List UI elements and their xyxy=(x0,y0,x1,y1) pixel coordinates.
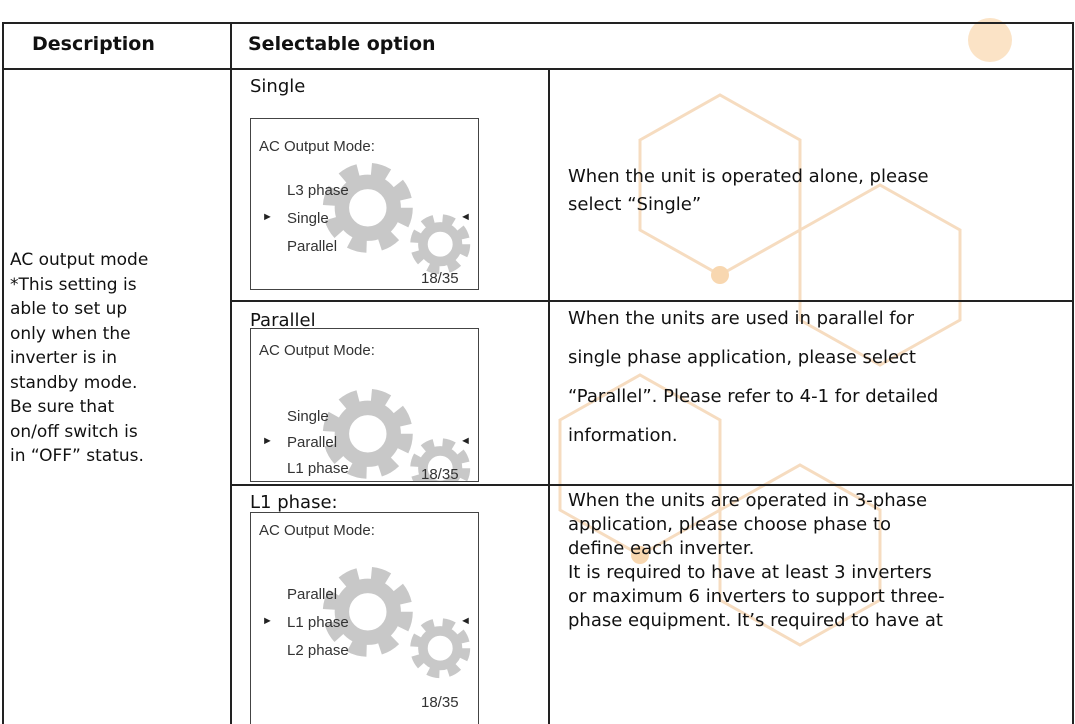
screen-item: Single xyxy=(287,210,329,227)
gear-icon xyxy=(322,388,413,479)
lcd-screen: AC Output Mode: L3 phase Single Parallel ► ◄ 1… xyxy=(250,118,479,290)
border xyxy=(2,22,1073,24)
selector-arrow: ◄ xyxy=(460,211,471,223)
selector-arrow: ► xyxy=(262,435,273,447)
description-line: on/off switch is xyxy=(10,421,138,442)
header-cell: Selectable option xyxy=(248,33,436,55)
option-description: When the unit is operated alone, please xyxy=(568,166,929,187)
header-cell: Description xyxy=(32,33,155,55)
option-label: Parallel xyxy=(250,310,316,331)
border xyxy=(1072,22,1074,724)
screen-item: L3 phase xyxy=(287,182,349,199)
description-line: standby mode. xyxy=(10,372,138,393)
border xyxy=(2,68,1073,70)
selector-arrow: ► xyxy=(262,211,273,223)
option-label: L1 phase: xyxy=(250,492,338,513)
border xyxy=(2,22,4,724)
option-description: When the units are used in parallel for xyxy=(568,308,915,329)
gear-icon xyxy=(410,618,471,679)
option-description: application, please choose phase to xyxy=(568,514,892,535)
screen-page: 18/35 xyxy=(421,270,459,287)
option-description: “Parallel”. Please refer to 4-1 for deta… xyxy=(568,386,939,407)
screen-page: 18/35 xyxy=(421,694,459,711)
lcd-screen: AC Output Mode: Single Parallel L1 phase ► ◄ 1… xyxy=(250,328,479,482)
screen-title: AC Output Mode: xyxy=(259,138,375,155)
screen-item: L1 phase xyxy=(287,614,349,631)
option-description: select “Single” xyxy=(568,194,702,215)
border xyxy=(548,68,550,724)
option-description: single phase application, please select xyxy=(568,347,916,368)
option-description: When the units are operated in 3-phase xyxy=(568,490,928,511)
border xyxy=(230,300,1073,302)
description-line: AC output mode xyxy=(10,250,149,270)
option-label: Single xyxy=(250,76,306,97)
screen-item: Parallel xyxy=(287,238,338,255)
screen-item: L1 phase xyxy=(287,460,349,477)
description-line: inverter is in xyxy=(10,348,118,368)
border xyxy=(230,484,1073,486)
selector-arrow: ◄ xyxy=(460,615,471,627)
gear-icon xyxy=(322,162,413,253)
description-line: Be sure that xyxy=(10,397,115,417)
description-line: only when the xyxy=(10,323,131,344)
lcd-screen: AC Output Mode: Parallel L1 phase L2 phase ►… xyxy=(250,512,479,724)
option-description: define each inverter. xyxy=(568,538,755,559)
screen-title: AC Output Mode: xyxy=(259,342,375,359)
selector-arrow: ► xyxy=(262,615,273,627)
description-line: *This setting is xyxy=(10,274,137,295)
screen-page: 18/35 xyxy=(421,466,459,482)
option-description: or maximum 6 inverters to support three- xyxy=(568,586,945,607)
screen-title: AC Output Mode: xyxy=(259,522,375,539)
screen-item: Single xyxy=(287,408,329,425)
option-description: information. xyxy=(568,425,678,446)
description-line: able to set up xyxy=(10,299,128,319)
screen-item: L2 phase xyxy=(287,642,349,659)
option-description: It is required to have at least 3 invert… xyxy=(568,562,932,583)
screen-item: Parallel xyxy=(287,434,338,451)
description-line: in “OFF” status. xyxy=(10,446,144,466)
selector-arrow: ◄ xyxy=(460,435,471,447)
gear-icon xyxy=(410,214,471,275)
border xyxy=(230,22,232,724)
option-description: phase equipment. It’s required to have a… xyxy=(568,610,943,631)
gear-icon xyxy=(410,438,471,481)
screen-item: Parallel xyxy=(287,586,338,603)
gear-icon xyxy=(322,566,413,657)
